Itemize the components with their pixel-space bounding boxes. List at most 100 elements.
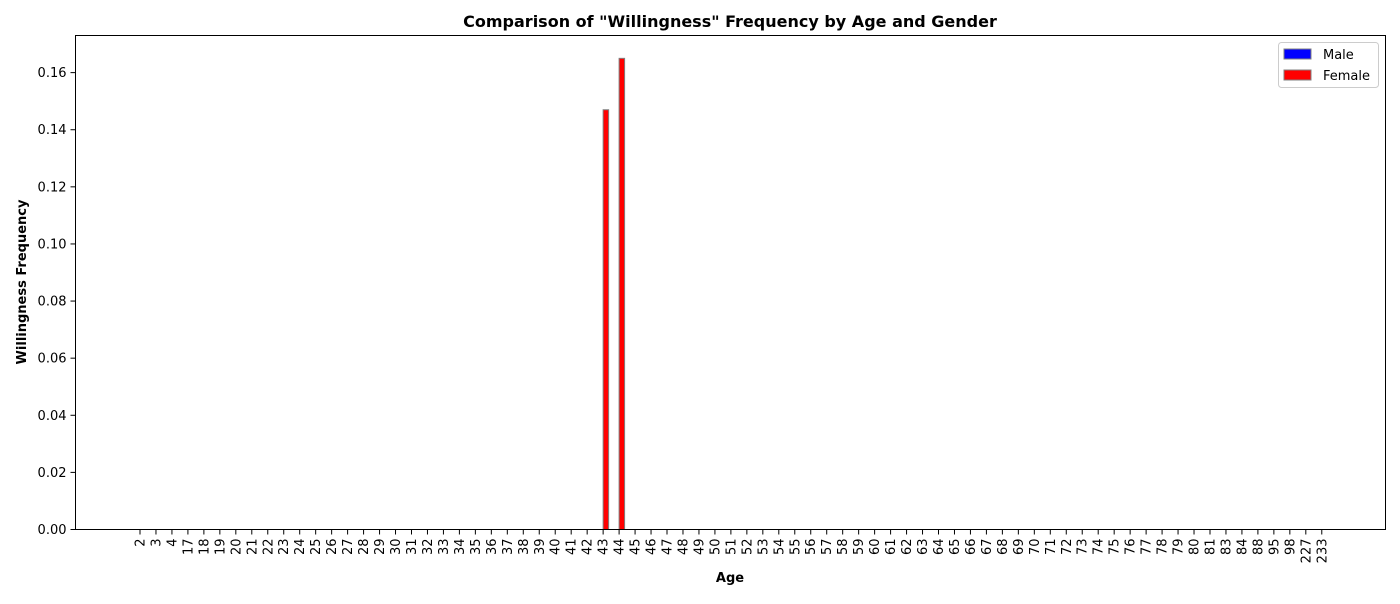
x-tick-label: 65 [948, 539, 963, 556]
y-tick-label: 0.04 [38, 409, 67, 424]
x-tick-label: 22 [261, 539, 276, 556]
x-tick-label: 62 [900, 539, 915, 556]
x-tick-label: 71 [1044, 539, 1059, 556]
x-tick-label: 28 [357, 539, 372, 556]
y-axis-title: Willingness Frequency [15, 199, 30, 364]
legend-swatch-male [1283, 48, 1312, 60]
x-tick-label: 26 [325, 539, 340, 556]
x-tick-label: 46 [645, 539, 660, 556]
x-tick-label: 56 [804, 539, 819, 556]
x-tick-label: 19 [213, 539, 228, 556]
x-tick-label: 30 [389, 539, 404, 556]
x-tick-label: 72 [1060, 539, 1075, 556]
x-tick-label: 95 [1267, 539, 1282, 556]
x-tick-label: 4 [165, 539, 180, 547]
y-tick-label: 0.14 [38, 123, 67, 138]
x-tick-label: 77 [1140, 539, 1155, 556]
x-tick-label: 21 [245, 539, 260, 556]
x-tick-label: 53 [756, 539, 771, 556]
x-tick-label: 60 [868, 539, 883, 556]
x-tick-label: 17 [181, 539, 196, 556]
legend-label-male: Male [1323, 48, 1354, 63]
x-tick-label: 84 [1235, 539, 1250, 556]
x-tick-label: 48 [676, 539, 691, 556]
x-tick-label: 37 [501, 539, 516, 556]
x-tick-label: 73 [1076, 539, 1091, 556]
x-axis: 2 3 4 17 18 19 20 21 22 23 24 25 26 27 28 29 30 31 32 33 34 3… [134, 529, 1330, 564]
x-axis-title: Age [716, 571, 744, 586]
legend-label-female: Female [1323, 69, 1370, 84]
x-tick-label: 75 [1108, 539, 1123, 556]
x-tick-label: 54 [772, 539, 787, 556]
x-tick-label: 18 [197, 539, 212, 556]
y-tick-label: 0.06 [38, 352, 67, 367]
x-tick-label: 81 [1203, 539, 1218, 556]
x-tick-label: 61 [884, 539, 899, 556]
x-tick-label: 23 [277, 539, 292, 556]
x-tick-label: 40 [549, 539, 564, 556]
x-tick-label: 25 [309, 539, 324, 556]
x-tick-label: 74 [1092, 539, 1107, 556]
x-tick-label: 67 [980, 539, 995, 556]
plot-frame [75, 35, 1386, 530]
bar-female-44 [618, 57, 626, 530]
x-tick-label: 35 [469, 539, 484, 556]
bars-group [602, 57, 626, 531]
x-tick-label: 47 [661, 539, 676, 556]
x-tick-label: 27 [341, 539, 356, 556]
x-tick-label: 83 [1219, 539, 1234, 556]
x-tick-label: 98 [1283, 539, 1298, 556]
x-tick-label: 64 [932, 539, 947, 556]
y-tick-label: 0.00 [38, 523, 67, 538]
y-tick-label: 0.12 [38, 180, 67, 195]
x-tick-label: 233 [1315, 539, 1330, 564]
x-tick-label: 88 [1251, 539, 1266, 556]
x-tick-label: 69 [1012, 539, 1027, 556]
x-tick-label: 227 [1299, 539, 1314, 564]
x-tick-label: 70 [1028, 539, 1043, 556]
x-tick-label: 58 [836, 539, 851, 556]
chart-title: Comparison of "Willingness" Frequency by… [463, 12, 997, 31]
x-tick-label: 59 [852, 539, 867, 556]
x-tick-label: 33 [437, 539, 452, 556]
x-tick-label: 36 [485, 539, 500, 556]
x-tick-label: 3 [149, 539, 164, 547]
x-tick-label: 63 [916, 539, 931, 556]
x-tick-label: 39 [533, 539, 548, 556]
x-tick-label: 44 [613, 539, 628, 556]
y-tick-label: 0.10 [38, 237, 67, 252]
y-axis: 0.00 0.02 0.04 0.06 0.08 0.10 0.12 0.14 0.16 [38, 66, 76, 538]
y-tick-label: 0.08 [38, 295, 67, 310]
x-tick-label: 20 [229, 539, 244, 556]
x-tick-label: 43 [597, 539, 612, 556]
x-tick-label: 50 [708, 539, 723, 556]
x-tick-label: 31 [405, 539, 420, 556]
x-tick-label: 76 [1124, 539, 1139, 556]
x-tick-label: 49 [692, 539, 707, 556]
x-tick-label: 51 [724, 539, 739, 556]
x-tick-label: 66 [964, 539, 979, 556]
legend-swatch-female [1283, 69, 1312, 81]
x-tick-label: 32 [421, 539, 436, 556]
x-tick-label: 45 [629, 539, 644, 556]
x-tick-label: 34 [453, 539, 468, 556]
legend: Male Female [1278, 42, 1379, 88]
bar-female-43 [602, 109, 610, 531]
x-tick-label: 41 [565, 539, 580, 556]
x-tick-label: 29 [373, 539, 388, 556]
x-tick-label: 68 [996, 539, 1011, 556]
x-tick-label: 24 [293, 539, 308, 556]
x-tick-label: 55 [788, 539, 803, 556]
y-tick-label: 0.16 [38, 66, 67, 81]
x-tick-label: 80 [1188, 539, 1203, 556]
x-tick-label: 57 [820, 539, 835, 556]
x-tick-label: 78 [1156, 539, 1171, 556]
x-tick-label: 52 [740, 539, 755, 556]
x-tick-label: 38 [517, 539, 532, 556]
y-tick-label: 0.02 [38, 466, 67, 481]
x-tick-label: 2 [134, 539, 149, 547]
x-tick-label: 42 [581, 539, 596, 556]
x-tick-label: 79 [1172, 539, 1187, 556]
